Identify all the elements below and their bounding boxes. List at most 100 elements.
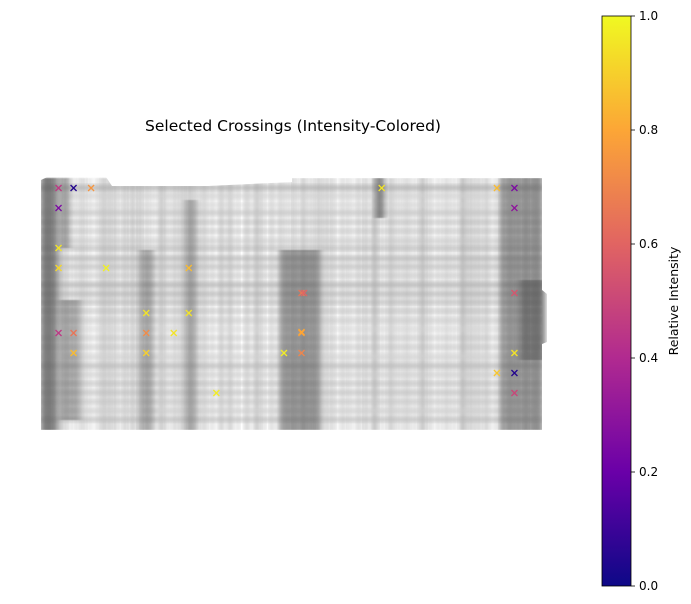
image-strand-v (116, 178, 120, 430)
colorbar-tick-label: 0.6 (639, 237, 658, 251)
crossing-marker (142, 349, 150, 357)
image-strand-h (41, 203, 542, 207)
image-strand-v (138, 178, 142, 430)
crossing-marker (300, 289, 308, 297)
image-strand-h (41, 193, 542, 199)
image-strand-v (332, 178, 336, 430)
image-strand-v (228, 178, 233, 430)
image-strand-v (262, 178, 266, 430)
image-dark-region (60, 300, 80, 420)
colorbar-tick-label: 0.0 (639, 579, 658, 593)
crossing-marker (55, 244, 62, 252)
image-strand-v (372, 178, 378, 430)
image-strand-v (476, 178, 481, 430)
crossing-marker (185, 264, 193, 272)
image-strand-h (41, 220, 542, 224)
crossing-marker (298, 329, 305, 337)
crossing-marker (70, 329, 78, 337)
image-strand-v (428, 178, 432, 430)
image-strand-v (452, 178, 457, 430)
crossing-marker (510, 184, 518, 192)
image-strand-v (404, 178, 410, 430)
crossing-marker (185, 309, 193, 317)
chart-title: Selected Crossings (Intensity-Colored) (145, 117, 441, 135)
crossing-marker (298, 289, 305, 297)
crossing-marker (102, 264, 110, 272)
image-strand-v (166, 178, 170, 430)
image-strand-v (245, 178, 250, 430)
image-strand-v (55, 178, 61, 430)
image-strand-v (436, 178, 441, 430)
image-strand-v (396, 178, 402, 430)
image-strand-v (88, 178, 92, 430)
image-strand-h (41, 246, 542, 250)
image-strand-v (219, 178, 224, 430)
image-strand-h (41, 229, 542, 233)
image-strand-v (468, 178, 474, 430)
image-strand-v (173, 178, 178, 430)
crossing-marker (55, 329, 62, 337)
image-strand-v (130, 178, 136, 430)
image-strand-v (340, 178, 346, 430)
crossing-marker (298, 328, 305, 336)
image-strand-v (460, 178, 466, 430)
image-strand-v (96, 178, 102, 430)
colorbar-gradient (601, 15, 632, 587)
colorbar: 0.0 0.2 0.4 0.6 0.8 1.0 Relative Intensity (601, 9, 681, 593)
crossing-marker (510, 289, 518, 297)
crossing-marker (510, 389, 518, 397)
image-dark-region (376, 178, 384, 218)
crossing-marker (280, 349, 288, 357)
image-strand-v (159, 178, 164, 430)
crossing-marker (55, 264, 62, 272)
crossing-markers (55, 184, 518, 397)
image-strand-v (236, 178, 240, 430)
crossing-marker (298, 349, 305, 357)
colorbar-ticks: 0.0 0.2 0.4 0.6 0.8 1.0 (631, 9, 658, 593)
crossing-marker (55, 204, 62, 212)
image-strand-v (348, 178, 352, 430)
colorbar-tick-label: 1.0 (639, 9, 658, 23)
crossing-marker (55, 184, 62, 192)
image-strand-v (123, 178, 127, 430)
image-strand-v (420, 178, 426, 430)
image-strand-h (41, 238, 542, 244)
crossing-marker (493, 369, 501, 377)
image-strand-v (444, 178, 450, 430)
image-strand-v (180, 178, 185, 430)
crossing-marker (212, 389, 220, 397)
crossing-marker (87, 184, 95, 192)
crossing-marker (493, 184, 501, 192)
colorbar-tick-label: 0.4 (639, 351, 658, 365)
crossing-marker (142, 309, 150, 317)
crossing-marker (170, 329, 178, 337)
image-dark-region (280, 250, 320, 430)
image-strand-v (270, 178, 274, 430)
image-strand-h (41, 185, 542, 191)
crossing-marker (510, 204, 518, 212)
grid-image (41, 171, 547, 430)
image-strand-v (492, 178, 497, 430)
image-strand-v (356, 178, 362, 430)
image-strand-v (412, 178, 418, 430)
image-dark-region (60, 178, 70, 248)
image-strand-v (202, 178, 207, 430)
image-strand-v (388, 178, 394, 430)
colorbar-tick-label: 0.8 (639, 123, 658, 137)
crossing-marker (510, 369, 518, 377)
image-dark-region (520, 280, 547, 360)
crossing-marker (510, 349, 518, 357)
image-strand-v (81, 178, 86, 430)
image-strand-v (380, 178, 385, 430)
image-dark-region (41, 178, 57, 430)
image-strand-v (110, 178, 115, 430)
image-dark-regions (41, 178, 547, 430)
colorbar-label: Relative Intensity (666, 246, 681, 355)
image-strand-v (364, 178, 368, 430)
image-strand-v (484, 178, 489, 430)
image-strand-h (41, 210, 542, 215)
colorbar-tick-label: 0.2 (639, 465, 658, 479)
image-strand-v (324, 178, 330, 430)
crossing-marker (70, 184, 78, 192)
